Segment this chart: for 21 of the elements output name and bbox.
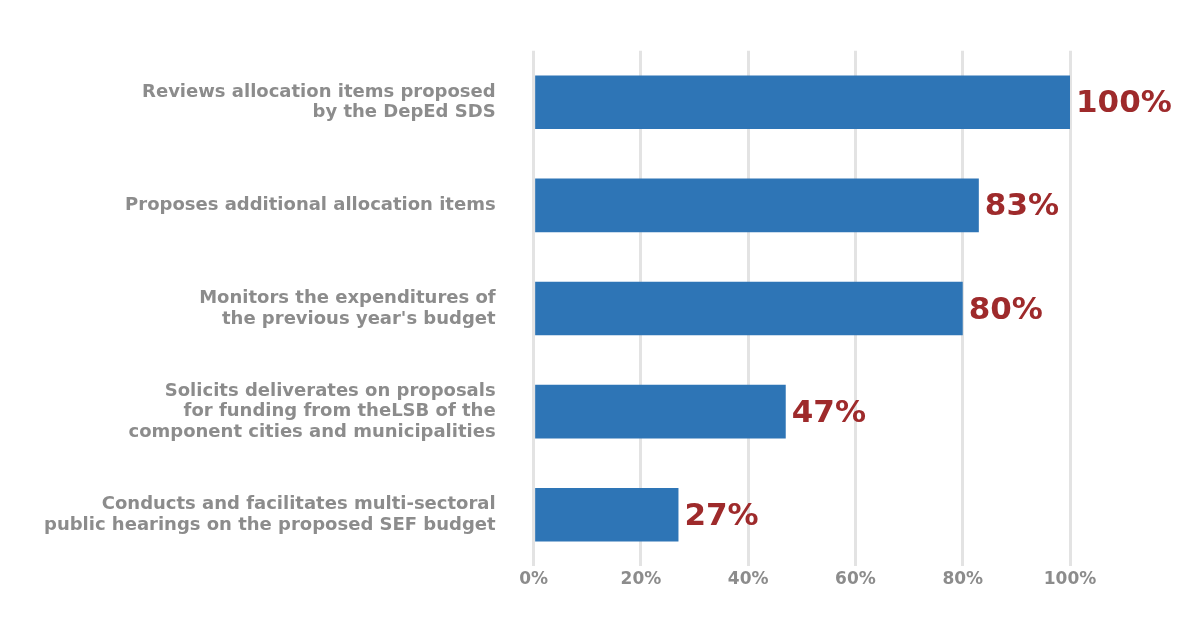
data-label: 47% [791,392,866,429]
x-tick-label: 100% [1043,567,1097,588]
y-tick-label: Monitors the expenditures of the previous year's budget [199,285,497,328]
x-tick-label: 20% [620,567,662,588]
data-label: 27% [684,495,759,532]
x-tick-label: 60% [835,567,876,588]
y-tick-label: Solicits deliverates on proposals for funding from theLSB of the component cities and municipalities [128,378,496,441]
bar [535,75,1070,130]
data-label: 100% [1076,83,1172,120]
y-tick-label: Conducts and facilitates multi-sectoral public hearings on the proposed SEF budget [44,492,497,534]
data-label: 83% [984,186,1060,223]
x-tick-label: 40% [727,567,769,588]
bar [535,281,963,336]
y-tick-label: Reviews allocation items proposed by the DepEd SDS [142,79,496,122]
x-tick-label: 80% [942,567,984,588]
data-label: 80% [968,289,1043,326]
x-tick-label: 0% [519,567,549,588]
bar [535,384,786,439]
y-tick-label: Proposes additional allocation items [125,193,496,215]
bar [535,487,679,542]
bar [535,178,979,233]
